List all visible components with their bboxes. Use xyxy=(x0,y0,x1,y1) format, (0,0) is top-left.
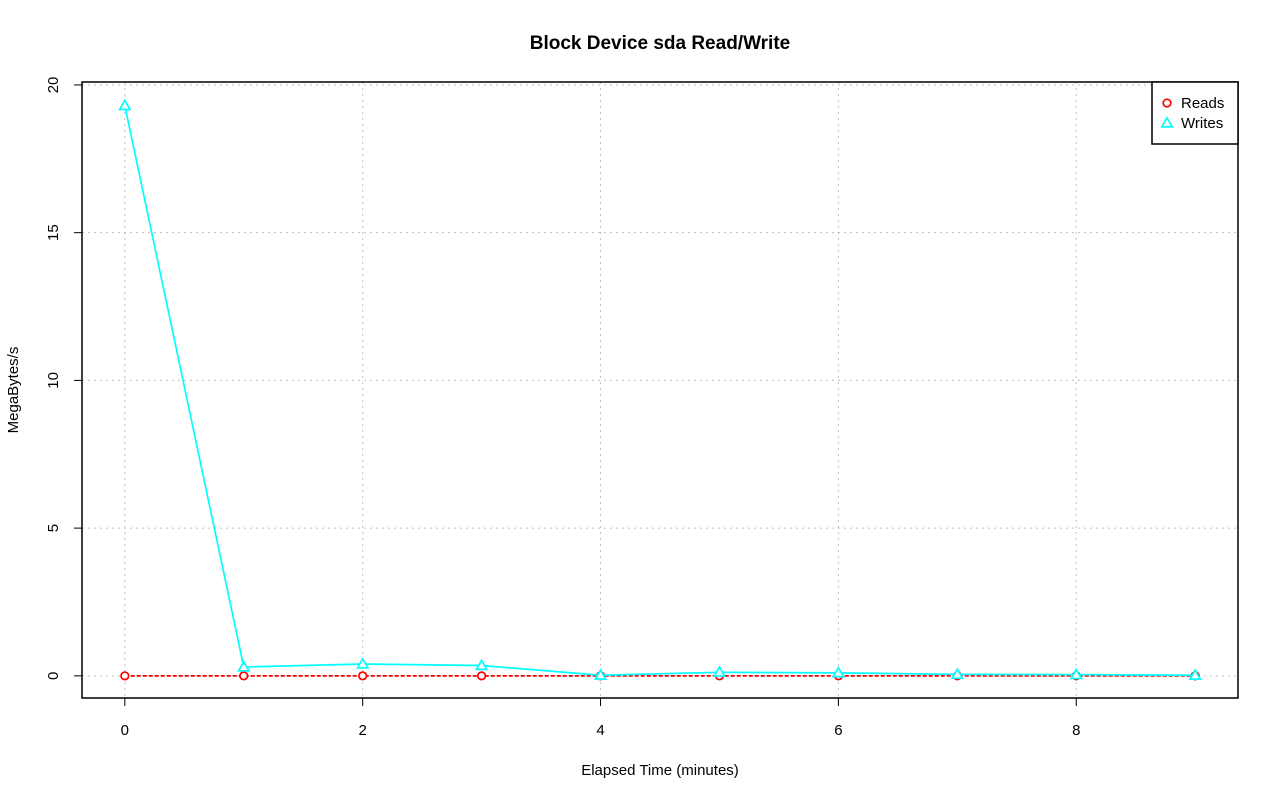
data-point-writes xyxy=(237,660,251,672)
legend-item-reads: Reads xyxy=(1162,95,1224,112)
grid-lines xyxy=(82,82,1238,698)
data-point-writes xyxy=(1188,668,1202,681)
x-axis: 0 2 4 6 8 xyxy=(121,697,1080,739)
legend-item-writes: Writes xyxy=(1160,115,1223,132)
data-point-writes xyxy=(831,665,846,678)
x-tick-label: 2 xyxy=(359,722,367,739)
x-tick-label: 8 xyxy=(1072,722,1080,739)
data-point-reads xyxy=(239,671,249,681)
legend-label: Writes xyxy=(1181,115,1223,132)
data-point-writes xyxy=(118,98,132,111)
data-point-writes xyxy=(1069,667,1083,680)
series-writes xyxy=(118,98,1202,681)
data-point-reads xyxy=(476,671,487,681)
y-tick-label: 10 xyxy=(45,372,62,389)
data-point-writes xyxy=(356,657,370,669)
x-tick-label: 0 xyxy=(121,722,129,739)
data-point-writes xyxy=(712,665,727,678)
chart-title: Block Device sda Read/Write xyxy=(530,33,790,54)
y-axis-label: MegaBytes/s xyxy=(5,347,22,434)
legend-box xyxy=(1151,81,1239,145)
y-tick-label: 0 xyxy=(45,672,62,680)
x-tick-label: 6 xyxy=(834,722,842,739)
legend-marker-reads xyxy=(1162,98,1172,108)
plot-frame xyxy=(81,81,1239,699)
y-tick-label: 20 xyxy=(45,77,62,94)
series-line-writes xyxy=(123,105,1196,677)
data-point-reads xyxy=(358,671,368,681)
data-point-reads xyxy=(120,671,130,681)
data-point-writes xyxy=(474,658,489,671)
y-tick-label: 5 xyxy=(45,524,62,532)
x-tick-label: 4 xyxy=(596,722,604,739)
legend: Reads Writes xyxy=(1151,81,1239,145)
series-layer xyxy=(118,98,1202,681)
legend-marker-writes xyxy=(1160,116,1174,128)
x-axis-label: Elapsed Time (minutes) xyxy=(581,762,739,779)
data-point-writes xyxy=(950,667,964,680)
y-axis: 0 5 10 15 20 xyxy=(45,77,82,680)
y-tick-label: 15 xyxy=(45,224,62,241)
data-point-writes xyxy=(593,668,608,681)
legend-label: Reads xyxy=(1181,95,1224,112)
